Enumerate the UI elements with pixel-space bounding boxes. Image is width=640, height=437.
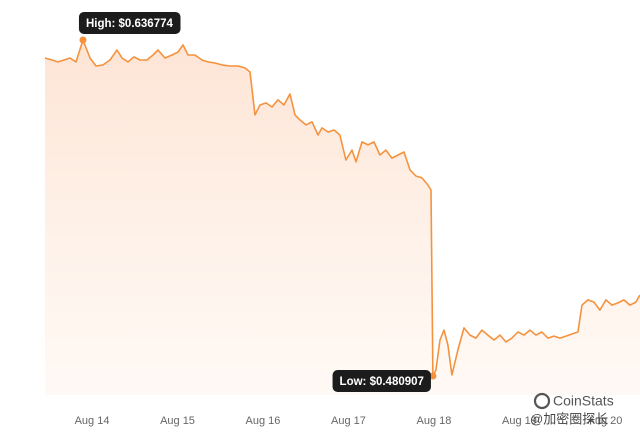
high-dot [79,36,87,44]
high-tooltip-text: High: $0.636774 [86,18,174,30]
x-tick-label: Aug 18 [417,415,452,427]
watermark-logo [533,392,551,410]
price-area [45,40,640,395]
x-tick-label: Aug 20 [588,415,623,427]
low-dot [429,372,437,380]
low-tooltip: Low: $0.480907 [332,370,431,393]
low-tooltip-box [332,370,431,393]
watermark: CoinStats @加密圈探长 [530,393,614,427]
high-tooltip-box [78,11,181,34]
low-tooltip-text: Low: $0.480907 [340,376,424,388]
x-tick-label: Aug 14 [75,415,110,427]
watermark-text: CoinStats [553,393,614,409]
high-tooltip: High: $0.636774 [78,11,181,34]
x-tick-label: Aug 19 [502,415,537,427]
price-line [44,39,640,377]
x-tick-label: Aug 15 [160,415,195,427]
x-tick-label: Aug 16 [246,415,281,427]
credit-text: @加密圈探长 [530,411,608,426]
x-tick-label: Aug 17 [331,415,366,427]
